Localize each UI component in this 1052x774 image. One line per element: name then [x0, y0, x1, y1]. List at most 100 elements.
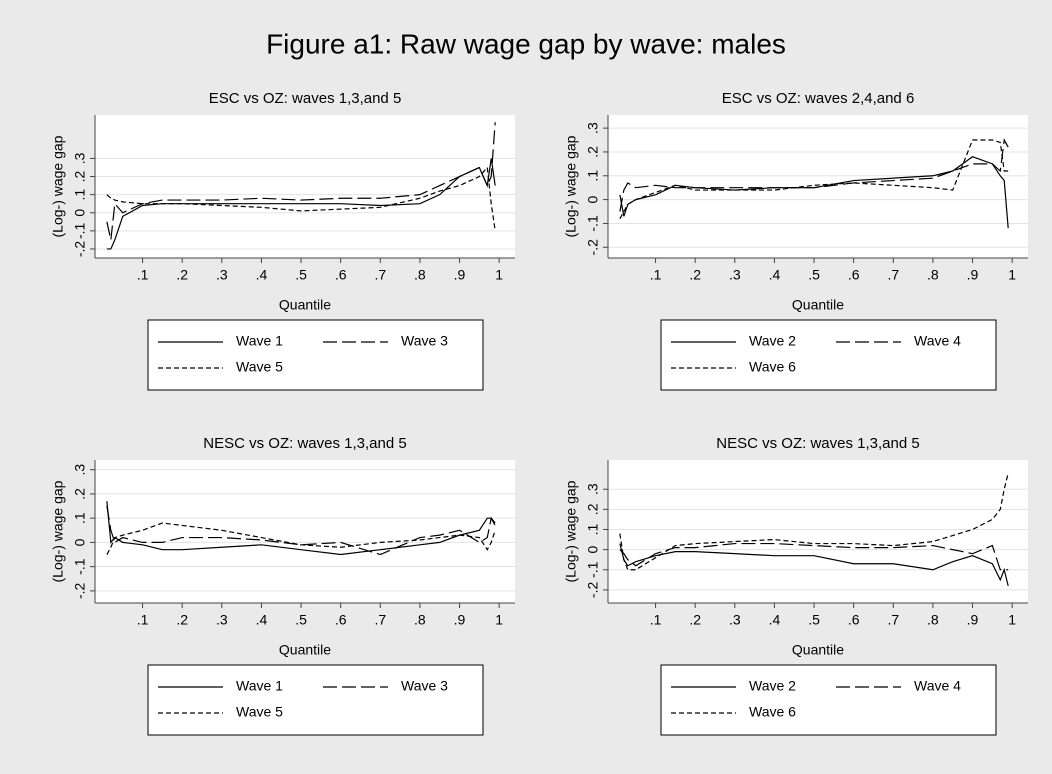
x-axis-title: Quantile — [279, 642, 331, 658]
y-tick-label: .3 — [585, 483, 601, 495]
legend-label: Wave 6 — [749, 704, 796, 720]
y-tick-label: .1 — [72, 189, 88, 201]
legend-label: Wave 2 — [749, 333, 796, 349]
x-axis-title: Quantile — [792, 297, 844, 313]
x-tick-label: .1 — [137, 267, 149, 283]
x-tick-label: .5 — [808, 612, 820, 628]
x-tick-label: 1 — [1008, 267, 1016, 283]
series-line — [619, 543, 1009, 587]
y-tick-label: .3 — [585, 122, 601, 134]
legend-box — [147, 319, 484, 391]
legend-box — [147, 664, 484, 736]
x-tick-label: .3 — [729, 267, 741, 283]
x-tick-label: .5 — [808, 267, 820, 283]
y-tick-label: 0 — [72, 209, 88, 217]
x-tick-label: .6 — [335, 267, 347, 283]
x-tick-label: 1 — [495, 267, 503, 283]
y-axis-title: (Log-) wage gap — [563, 135, 579, 237]
y-tick-label: .2 — [72, 170, 88, 182]
y-tick-label: .1 — [72, 512, 88, 524]
x-tick-label: .9 — [454, 267, 466, 283]
x-tick-label: .2 — [176, 267, 188, 283]
x-tick-label: .8 — [927, 267, 939, 283]
x-tick-label: 1 — [495, 612, 503, 628]
x-tick-label: .7 — [887, 612, 899, 628]
legend-box — [660, 664, 997, 736]
plot-area — [608, 460, 1028, 603]
x-tick-label: .8 — [414, 267, 426, 283]
y-tick-label: -.1 — [72, 222, 88, 239]
chart-title: NESC vs OZ: waves 1,3,and 5 — [716, 435, 919, 452]
series-line — [619, 542, 1009, 571]
x-tick-label: .9 — [967, 267, 979, 283]
x-tick-label: .6 — [848, 267, 860, 283]
series-line — [106, 166, 496, 231]
chart-title: ESC vs OZ: waves 1,3,and 5 — [209, 90, 402, 107]
series-line — [619, 139, 1009, 219]
x-tick-label: .8 — [414, 612, 426, 628]
series-line — [106, 522, 496, 555]
legend-label: Wave 4 — [914, 333, 961, 349]
x-tick-label: .9 — [967, 612, 979, 628]
legend-label: Wave 1 — [236, 678, 283, 694]
x-axis-title: Quantile — [279, 297, 331, 313]
x-tick-label: .7 — [887, 267, 899, 283]
x-tick-label: .1 — [650, 612, 662, 628]
y-axis-title: (Log-) wage gap — [50, 135, 66, 237]
y-tick-label: 0 — [72, 538, 88, 546]
x-tick-label: .3 — [216, 267, 228, 283]
x-tick-label: .2 — [689, 612, 701, 628]
x-tick-label: .9 — [454, 612, 466, 628]
series-line — [106, 505, 496, 556]
x-tick-label: .4 — [769, 267, 781, 283]
y-tick-label: 0 — [585, 546, 601, 554]
y-tick-label: .3 — [72, 152, 88, 164]
y-tick-label: -.1 — [72, 558, 88, 575]
y-tick-label: -.2 — [72, 241, 88, 258]
y-tick-label: .1 — [585, 170, 601, 182]
x-tick-label: .2 — [176, 612, 188, 628]
legend-label: Wave 2 — [749, 678, 796, 694]
y-tick-label: -.1 — [585, 215, 601, 232]
legend-label: Wave 6 — [749, 359, 796, 375]
x-tick-label: .5 — [295, 612, 307, 628]
x-tick-label: .2 — [689, 267, 701, 283]
x-tick-label: .4 — [256, 267, 268, 283]
x-tick-label: .4 — [256, 612, 268, 628]
legend-label: Wave 3 — [401, 678, 448, 694]
y-axis-title: (Log-) wage gap — [50, 480, 66, 582]
x-tick-label: .5 — [295, 267, 307, 283]
chart-title: ESC vs OZ: waves 2,4,and 6 — [722, 90, 915, 107]
x-tick-label: .3 — [216, 612, 228, 628]
legend-box — [660, 319, 997, 391]
y-tick-label: .2 — [72, 488, 88, 500]
chart-title: NESC vs OZ: waves 1,3,and 5 — [203, 435, 406, 452]
legend-label: Wave 5 — [236, 704, 283, 720]
series-line — [619, 138, 1009, 212]
x-tick-label: .3 — [729, 612, 741, 628]
plot-area — [95, 115, 515, 258]
y-tick-label: .2 — [585, 503, 601, 515]
y-tick-label: .2 — [585, 146, 601, 158]
x-tick-label: .1 — [137, 612, 149, 628]
x-tick-label: .6 — [848, 612, 860, 628]
legend-label: Wave 1 — [236, 333, 283, 349]
x-tick-label: .6 — [335, 612, 347, 628]
x-tick-label: .7 — [374, 267, 386, 283]
x-tick-label: 1 — [1008, 612, 1016, 628]
series-line — [106, 158, 496, 250]
plot-area — [95, 460, 515, 603]
x-tick-label: .8 — [927, 612, 939, 628]
x-tick-label: .4 — [769, 612, 781, 628]
legend-label: Wave 5 — [236, 359, 283, 375]
y-tick-label: -.2 — [585, 239, 601, 256]
x-axis-title: Quantile — [792, 642, 844, 658]
y-tick-label: -.1 — [585, 561, 601, 578]
figure-title: Figure a1: Raw wage gap by wave: males — [266, 28, 786, 59]
legend-label: Wave 3 — [401, 333, 448, 349]
series-line — [106, 501, 496, 556]
y-tick-label: .3 — [72, 464, 88, 476]
y-tick-label: -.2 — [72, 583, 88, 600]
